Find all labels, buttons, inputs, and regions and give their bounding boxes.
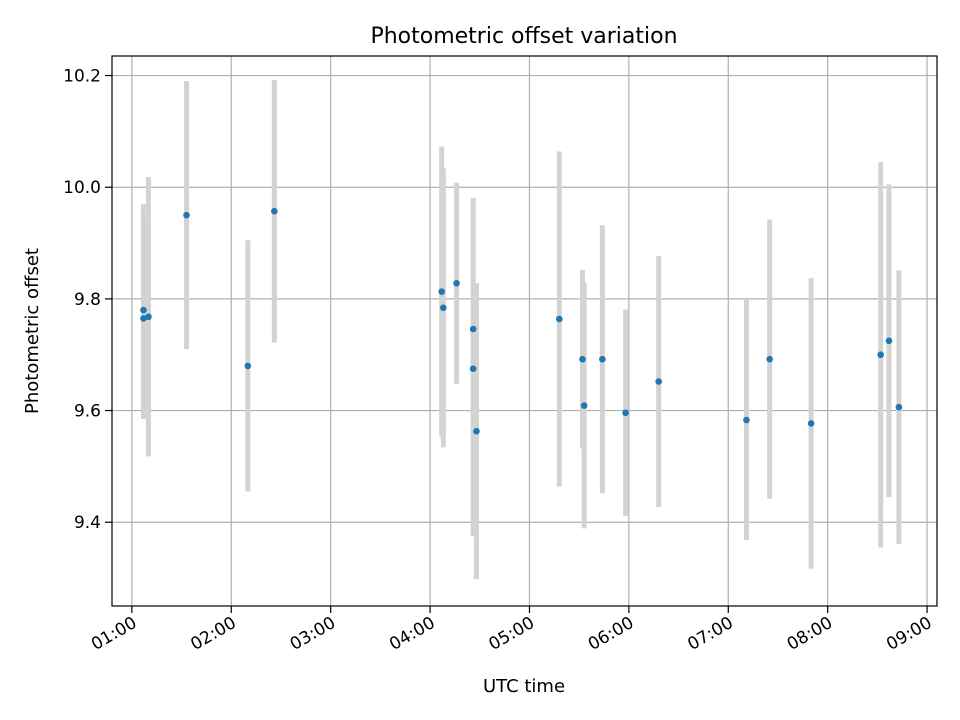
y-tick-label: 10.0 [63, 178, 101, 198]
data-point [885, 337, 893, 345]
data-point [580, 402, 588, 409]
data-point [743, 416, 750, 424]
y-tick-label: 9.8 [74, 290, 101, 310]
plot-frame [111, 55, 938, 607]
data-point [271, 207, 278, 215]
data-point [453, 279, 460, 287]
data-point [469, 325, 477, 333]
data-point [599, 355, 606, 363]
data-point [440, 304, 447, 312]
y-tick-label: 10.2 [63, 67, 101, 87]
data-point [807, 420, 815, 427]
data-point [473, 427, 480, 435]
data-point [579, 355, 586, 363]
data-point [183, 211, 190, 219]
chart-title: Photometric offset variation [370, 24, 677, 49]
data-point [895, 403, 903, 411]
data-point [438, 288, 445, 295]
data-points [140, 207, 903, 435]
y-tick-label: 9.4 [74, 513, 101, 533]
y-axis-ticks: 9.4 9.6 9.8 10.0 10.2 [63, 67, 112, 533]
data-point [140, 306, 147, 314]
data-point [655, 378, 662, 385]
data-point [622, 409, 629, 417]
x-axis-label: UTC time [483, 676, 565, 697]
data-point [766, 355, 773, 363]
data-point [877, 351, 884, 359]
data-point [244, 362, 252, 370]
data-point [140, 315, 147, 322]
grid-lines [112, 56, 937, 606]
y-axis-label: Photometric offset [22, 248, 43, 414]
y-tick-label: 9.6 [74, 402, 101, 422]
data-point [469, 365, 477, 372]
data-point [555, 315, 563, 323]
data-point [145, 313, 152, 321]
